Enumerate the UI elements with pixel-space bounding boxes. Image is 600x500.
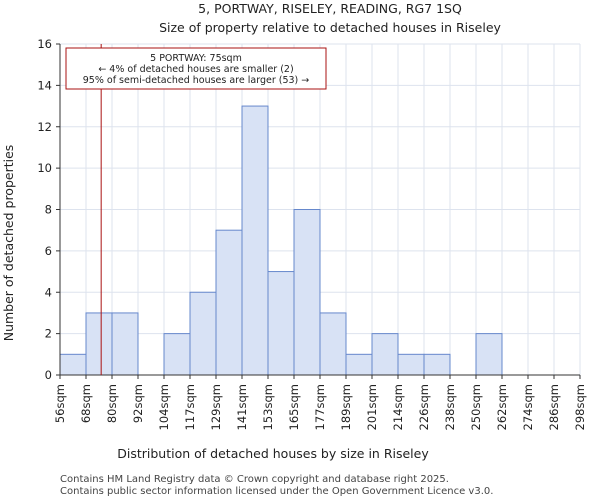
y-tick-label-4: 4 xyxy=(45,285,52,299)
footer-line-2: Contains public sector information licen… xyxy=(60,486,493,497)
x-tick-label-238sqm: 238sqm xyxy=(443,384,457,430)
y-tick-label-12: 12 xyxy=(37,120,52,134)
bar-226sqm xyxy=(423,353,451,376)
y-tick-label-6: 6 xyxy=(45,244,52,258)
y-tick-label-2: 2 xyxy=(45,327,52,341)
annotation-line-1: 5 PORTWAY: 75sqm xyxy=(150,53,242,64)
bar-165sqm xyxy=(293,209,321,376)
x-tick-label-165sqm: 165sqm xyxy=(287,384,301,430)
bar-250sqm xyxy=(475,333,503,376)
x-tick-label-177sqm: 177sqm xyxy=(313,384,327,430)
x-tick-label-92sqm: 92sqm xyxy=(131,384,145,423)
y-tick-label-8: 8 xyxy=(45,203,52,217)
bar-129sqm xyxy=(215,229,243,376)
bar-141sqm xyxy=(241,105,269,376)
annotation-line-2: ← 4% of detached houses are smaller (2) xyxy=(98,64,293,75)
bar-104sqm xyxy=(163,333,191,376)
bar-177sqm xyxy=(319,312,347,376)
x-tick-label-286sqm: 286sqm xyxy=(547,384,561,430)
x-tick-label-141sqm: 141sqm xyxy=(235,384,249,430)
annotation-box: 5 PORTWAY: 75sqm ← 4% of detached houses… xyxy=(65,47,327,90)
x-tick-label-80sqm: 80sqm xyxy=(105,384,119,423)
bar-201sqm xyxy=(371,333,399,376)
annotation-border xyxy=(65,47,327,90)
bars xyxy=(59,105,503,376)
x-tick-label-250sqm: 250sqm xyxy=(469,384,483,430)
x-tick-label-56sqm: 56sqm xyxy=(53,384,67,423)
bar-189sqm xyxy=(345,353,373,376)
x-tick-label-262sqm: 262sqm xyxy=(495,384,509,430)
y-tick-label-10: 10 xyxy=(37,161,52,175)
y-axis-label: Number of detached properties xyxy=(1,145,16,342)
chart-subtitle: Size of property relative to detached ho… xyxy=(159,20,501,35)
x-tick-label-274sqm: 274sqm xyxy=(521,384,535,430)
x-tick-label-153sqm: 153sqm xyxy=(261,384,275,430)
bar-117sqm xyxy=(189,291,217,376)
x-axis-label: Distribution of detached houses by size … xyxy=(117,446,429,461)
chart-title: 5, PORTWAY, RISELEY, READING, RG7 1SQ xyxy=(198,1,462,16)
bar-80sqm xyxy=(111,312,139,376)
bar-68sqm xyxy=(85,312,113,376)
x-tick-label-226sqm: 226sqm xyxy=(417,384,431,430)
bar-214sqm xyxy=(397,353,425,376)
bar-56sqm xyxy=(59,353,87,376)
x-tick-label-68sqm: 68sqm xyxy=(79,384,93,423)
x-tick-label-298sqm: 298sqm xyxy=(573,384,587,430)
x-tick-labels: 56sqm 68sqm 80sqm 92sqm 104sqm 117sqm 129sqm 14… xyxy=(53,375,587,430)
x-tick-label-189sqm: 189sqm xyxy=(339,384,353,430)
footer-line-1: Contains HM Land Registry data © Crown c… xyxy=(60,474,449,485)
y-tick-labels: 0 2 4 6 8 10 12 14 16 xyxy=(37,37,60,382)
x-tick-label-104sqm: 104sqm xyxy=(157,384,171,430)
y-tick-label-0: 0 xyxy=(45,368,52,382)
x-tick-label-201sqm: 201sqm xyxy=(365,384,379,430)
annotation-line-3: 95% of semi-detached houses are larger (… xyxy=(83,75,310,86)
x-tick-label-129sqm: 129sqm xyxy=(209,384,223,430)
bar-153sqm xyxy=(267,271,295,376)
x-tick-label-214sqm: 214sqm xyxy=(391,384,405,430)
y-tick-label-16: 16 xyxy=(37,37,52,51)
y-tick-label-14: 14 xyxy=(37,78,52,92)
x-tick-label-117sqm: 117sqm xyxy=(183,384,197,430)
